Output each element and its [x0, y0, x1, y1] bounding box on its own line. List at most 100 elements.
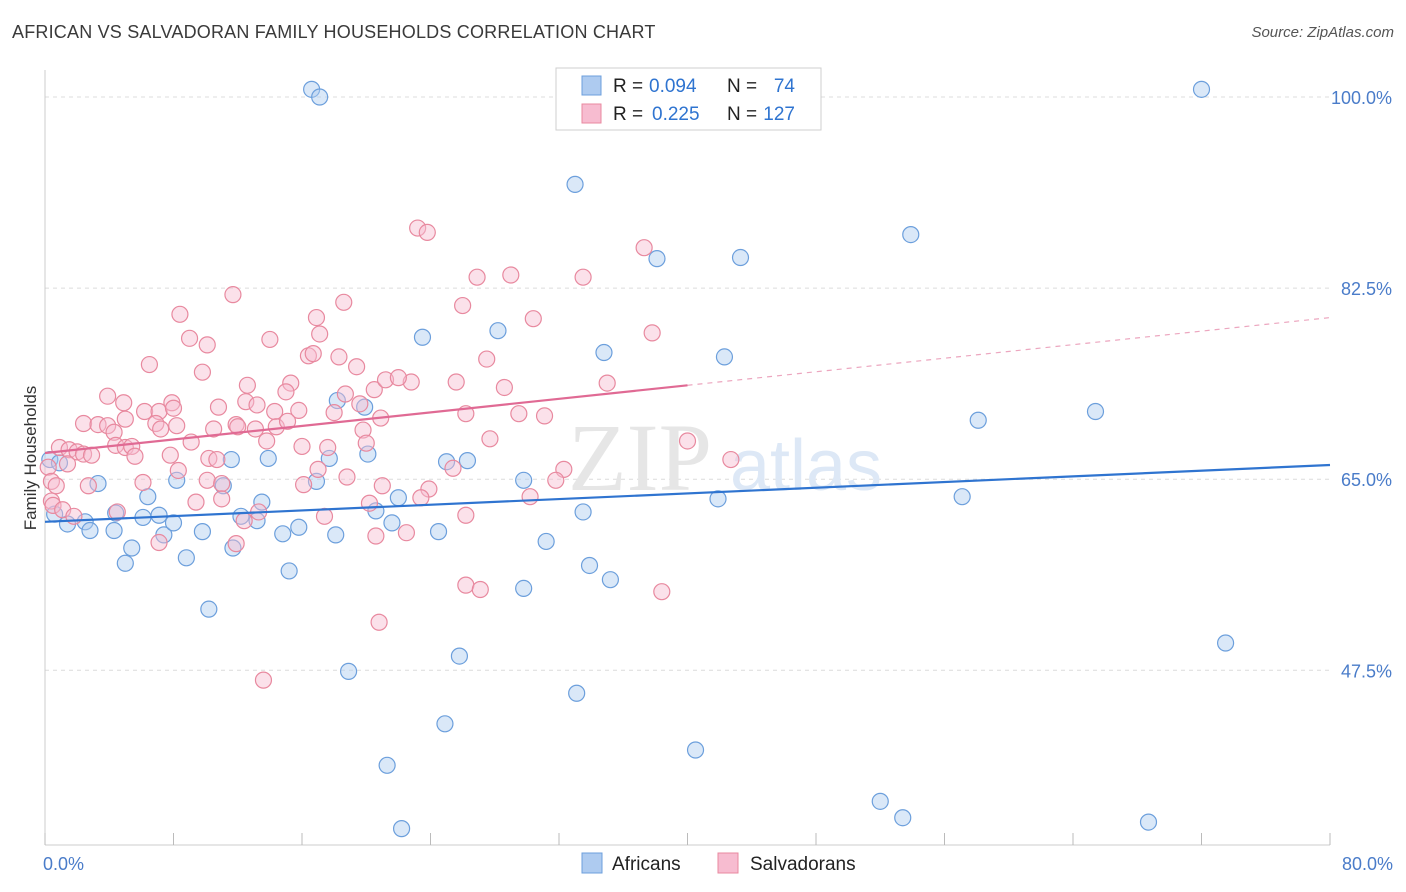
africans-point-39 [150, 506, 168, 524]
salvadorans-point-92 [213, 474, 231, 493]
africans-point-26 [515, 471, 533, 489]
salvadorans-point-1 [418, 223, 436, 242]
africans-point-31 [76, 513, 94, 531]
chart-title: AFRICAN VS SALVADORAN FAMILY HOUSEHOLDS … [12, 22, 656, 42]
salvadorans-point-106 [235, 512, 253, 530]
africans-point-73 [574, 503, 592, 521]
salvadorans-point-0 [409, 219, 427, 237]
x-tick-label-1: 80.0% [1342, 854, 1393, 874]
salvadorans-point-123 [521, 488, 539, 506]
salvadorans-point-88 [79, 477, 97, 495]
series-legend-africans: Africans [612, 854, 681, 875]
salvadorans-point-23 [282, 374, 300, 392]
salvadorans-point-115 [227, 535, 245, 553]
stats-legend: R = 0.094 N = 74 R = 0.225 N = 127 [555, 67, 822, 131]
africans-point-64 [436, 715, 454, 733]
salvadorans-point-75 [208, 450, 226, 469]
salvadorans-point-50 [99, 417, 117, 435]
africans-point-8 [595, 343, 613, 362]
salvadorans-point-55 [168, 417, 186, 435]
series-legend-swatch-africans [581, 852, 603, 874]
salvadorans-point-112 [367, 527, 385, 545]
africans-point-25 [458, 452, 477, 470]
salvadorans-point-53 [147, 414, 165, 433]
series-legend-salvadorans: Salvadorans [750, 854, 856, 875]
salvadorans-point-38 [209, 398, 228, 416]
salvadorans-point-104 [187, 493, 205, 511]
africans-point-2 [566, 175, 584, 193]
salvadorans-point-124 [389, 369, 407, 387]
legend-r-label-2: R = [613, 104, 643, 125]
salvadorans-point-100 [44, 496, 62, 515]
africans-point-28 [709, 490, 727, 508]
salvadorans-point-65 [68, 443, 86, 461]
salvadorans-point-110 [360, 494, 379, 512]
salvadorans-point-32 [99, 387, 117, 405]
y-tick-label-2: 82.5% [1341, 279, 1392, 299]
salvadorans-point-28 [598, 374, 616, 392]
salvadorans-point-119 [370, 613, 388, 631]
africans-point-58 [580, 556, 599, 575]
africans-point-68 [871, 792, 889, 810]
salvadorans-point-58 [229, 418, 247, 436]
salvadorans-point-82 [722, 450, 740, 469]
legend-n-value-1: 74 [774, 76, 796, 97]
trendline-salvadorans-extension [687, 316, 1331, 386]
salvadorans-point-42 [290, 401, 308, 420]
salvadorans-point-40 [248, 396, 266, 414]
salvadorans-point-76 [258, 432, 276, 450]
salvadorans-point-10 [307, 308, 326, 327]
legend-r-value-2: 0.225 [652, 104, 700, 125]
salvadorans-point-12 [311, 325, 329, 343]
africans-point-49 [280, 562, 298, 580]
africans-point-36 [116, 554, 134, 572]
salvadorans-point-48 [74, 414, 93, 433]
salvadorans-point-77 [293, 437, 311, 456]
africans-point-67 [1216, 634, 1235, 652]
axes [44, 70, 1331, 846]
salvadorans-point-120 [254, 671, 273, 689]
africans-point-63 [568, 684, 586, 702]
salvadorans-point-52 [116, 410, 134, 428]
salvadorans-point-37 [164, 399, 183, 417]
africans-point-1 [1192, 80, 1211, 98]
salvadorans-point-29 [277, 383, 295, 401]
africans-point-66 [378, 756, 396, 774]
africans-point-53 [383, 514, 401, 532]
series-legend: Africans Salvadorans [581, 852, 856, 875]
salvadorans-point-94 [309, 460, 327, 478]
legend-swatch-africans [581, 75, 602, 96]
salvadorans-point-24 [365, 381, 383, 399]
africans-point-19 [222, 450, 240, 469]
salvadorans-point-71 [126, 447, 144, 465]
salvadorans-point-31 [351, 395, 369, 413]
salvadorans-point-79 [357, 434, 375, 452]
salvadorans-point-93 [295, 476, 313, 494]
salvadorans-point-62 [354, 421, 372, 439]
legend-r-label-1: R = [613, 76, 643, 97]
salvadorans-point-51 [105, 423, 123, 441]
watermark-atlas: atlas [730, 426, 882, 506]
africans-point-33 [105, 521, 123, 540]
salvadorans-point-14 [198, 336, 216, 354]
salvadorans-point-114 [150, 533, 168, 552]
africans-point-6 [489, 322, 507, 340]
salvadorans-point-99 [547, 471, 565, 489]
trendline-africans [44, 463, 1331, 523]
africans-point-55 [429, 523, 448, 541]
salvadorans-point-11 [524, 310, 542, 328]
salvadorans-point-7 [224, 286, 242, 304]
africans-point-22 [359, 445, 377, 463]
salvadorans-point-22 [238, 376, 256, 394]
salvadorans-point-118 [653, 583, 671, 601]
trendlines [44, 316, 1331, 523]
africans-point-21 [320, 449, 338, 468]
salvadorans-point-111 [457, 506, 475, 524]
salvadorans-point-54 [152, 420, 170, 438]
salvadorans-point-47 [535, 407, 554, 425]
africans-point-4 [648, 250, 666, 268]
salvadorans-point-116 [457, 576, 475, 594]
salvadorans-point-102 [65, 507, 83, 525]
salvadorans-point-121 [678, 432, 697, 450]
y-tick-label-0: 47.5% [1341, 661, 1392, 681]
